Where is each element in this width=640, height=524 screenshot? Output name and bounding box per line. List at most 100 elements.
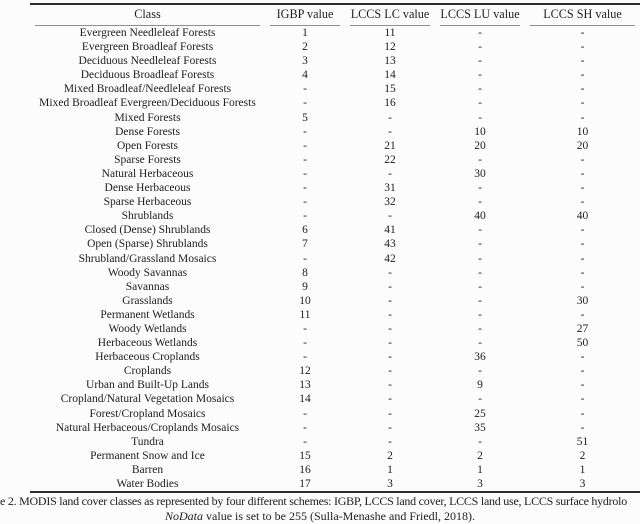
value-cell: - xyxy=(478,337,482,350)
value-cell: - xyxy=(478,435,482,448)
value-cell: - xyxy=(580,182,585,195)
value-cell: - xyxy=(580,238,585,251)
table-row: Savannas 9 - - - xyxy=(30,280,640,294)
value-cell: 14 xyxy=(384,69,396,82)
class-cell: Mixed Forests xyxy=(114,111,181,124)
value-cell: - xyxy=(478,266,482,279)
column-header-igbp-label: IGBP value xyxy=(270,5,340,26)
table-caption-line2: NoData value is set to be 255 (Sulla-Men… xyxy=(0,509,640,524)
value-cell: 35 xyxy=(474,421,486,434)
column-header-igbp-value: IGBP value xyxy=(265,4,345,26)
value-cell: - xyxy=(580,421,585,434)
value-cell: - xyxy=(388,280,392,293)
value-cell: 22 xyxy=(384,153,396,166)
value-cell: 15 xyxy=(384,83,396,96)
value-cell: 6 xyxy=(302,224,308,237)
value-cell: - xyxy=(478,308,482,321)
value-cell: 11 xyxy=(299,308,311,321)
value-cell: 17 xyxy=(299,478,311,490)
value-cell: - xyxy=(478,252,482,265)
class-cell: Closed (Dense) Shrublands xyxy=(84,224,211,237)
value-cell: - xyxy=(388,266,392,279)
table-row: Mixed Broadleaf Evergreen/Deciduous Fore… xyxy=(30,96,640,110)
value-cell: - xyxy=(580,97,585,110)
value-cell: - xyxy=(580,41,585,54)
table-row: Shrublands - - 40 40 xyxy=(30,209,640,223)
value-cell: - xyxy=(303,210,307,223)
table-row: Herbaceous Wetlands - - - 50 xyxy=(30,336,640,350)
value-cell: - xyxy=(580,407,585,420)
class-cell: Permanent Wetlands xyxy=(100,308,195,321)
value-cell: - xyxy=(580,308,585,321)
class-cell: Croplands xyxy=(123,365,172,378)
class-cell: Mixed Broadleaf Evergreen/Deciduous Fore… xyxy=(39,97,256,110)
value-cell: - xyxy=(303,167,307,180)
value-cell: - xyxy=(303,139,307,152)
value-cell: - xyxy=(478,365,482,378)
class-cell: Herbaceous Croplands xyxy=(95,351,200,364)
value-cell: 15 xyxy=(299,449,311,462)
value-cell: - xyxy=(478,238,482,251)
value-cell: - xyxy=(478,69,482,82)
value-cell: 10 xyxy=(299,294,311,307)
value-cell: 1 xyxy=(302,27,308,39)
value-cell: 31 xyxy=(384,182,396,195)
value-cell: 50 xyxy=(576,337,589,350)
value-cell: 2 xyxy=(579,449,586,462)
value-cell: - xyxy=(303,252,307,265)
table-row: Barren 16 1 1 1 xyxy=(30,463,640,477)
value-cell: 10 xyxy=(474,125,486,138)
value-cell: - xyxy=(388,337,392,350)
value-cell: 4 xyxy=(302,69,308,82)
class-cell: Dense Herbaceous xyxy=(104,182,191,195)
class-cell: Cropland/Natural Vegetation Mosaics xyxy=(60,393,235,406)
value-cell: 10 xyxy=(576,125,589,138)
value-cell: - xyxy=(580,27,585,39)
value-cell: - xyxy=(478,196,482,209)
class-cell: Woody Wetlands xyxy=(108,322,187,335)
table-row: Water Bodies 17 3 3 3 xyxy=(30,477,640,492)
value-cell: 40 xyxy=(576,210,589,223)
value-cell: - xyxy=(303,83,307,96)
value-cell: - xyxy=(580,280,585,293)
value-cell: 12 xyxy=(299,365,311,378)
column-header-lccs-lu-label: LCCS LU value xyxy=(440,5,520,26)
value-cell: 12 xyxy=(384,41,396,54)
table-row: Shrubland/Grassland Mosaics - 42 - - xyxy=(30,252,640,266)
class-cell: Forest/Cropland Mosaics xyxy=(89,407,206,420)
value-cell: - xyxy=(303,421,307,434)
value-cell: 21 xyxy=(384,139,396,152)
table-row: Herbaceous Croplands - - 36 - xyxy=(30,350,640,364)
value-cell: - xyxy=(388,379,392,392)
value-cell: - xyxy=(580,196,585,209)
table-row: Dense Herbaceous - 31 - - xyxy=(30,181,640,195)
class-cell: Sparse Herbaceous xyxy=(103,196,192,209)
value-cell: - xyxy=(478,280,482,293)
table-row: Urban and Built-Up Lands 13 - 9 - xyxy=(30,378,640,392)
value-cell: 5 xyxy=(302,111,308,124)
value-cell: - xyxy=(303,322,307,335)
value-cell: 13 xyxy=(384,55,396,68)
table-row: Evergreen Broadleaf Forests 2 12 - - xyxy=(30,40,640,54)
value-cell: - xyxy=(580,379,585,392)
value-cell: - xyxy=(388,407,392,420)
value-cell: - xyxy=(478,393,482,406)
value-cell: 7 xyxy=(302,238,308,251)
value-cell: - xyxy=(478,294,482,307)
table-row: Forest/Cropland Mosaics - - 25 - xyxy=(30,407,640,421)
table-row: Sparse Forests - 22 - - xyxy=(30,153,640,167)
value-cell: 3 xyxy=(387,478,393,490)
value-cell: - xyxy=(580,393,585,406)
column-header-lccs-sh-label: LCCS SH value xyxy=(530,5,635,26)
column-header-lccs-sh-value: LCCS SH value xyxy=(525,4,640,26)
value-cell: - xyxy=(388,111,392,124)
table-row: Permanent Snow and Ice 15 2 2 2 xyxy=(30,449,640,463)
table-row: Open Forests - 21 20 20 xyxy=(30,139,640,153)
value-cell: - xyxy=(388,210,392,223)
value-cell: - xyxy=(478,224,482,237)
value-cell: - xyxy=(478,182,482,195)
value-cell: - xyxy=(303,153,307,166)
value-cell: - xyxy=(478,111,482,124)
value-cell: - xyxy=(580,167,585,180)
class-cell: Dense Forests xyxy=(115,125,180,138)
